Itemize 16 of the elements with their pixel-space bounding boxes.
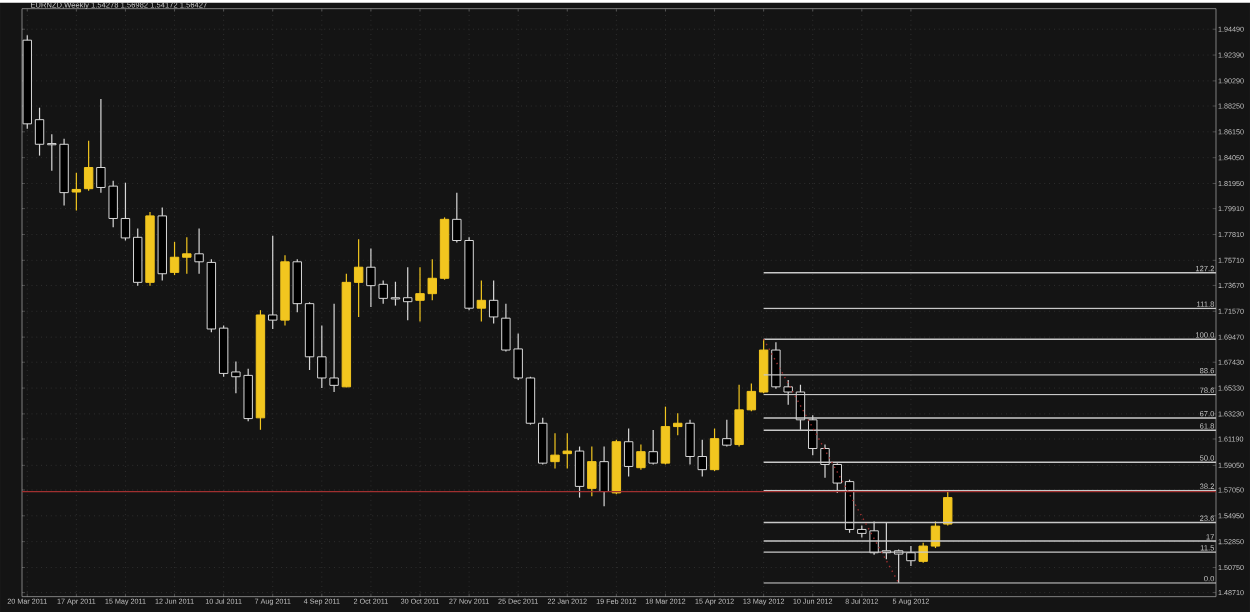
candlestick: [636, 443, 646, 470]
candlestick: [476, 279, 487, 322]
candlestick: [194, 227, 204, 275]
candlestick: [562, 432, 572, 469]
candlestick: [574, 445, 585, 498]
candlestick: [268, 234, 278, 330]
candlestick: [709, 427, 720, 472]
candlestick: [71, 171, 82, 211]
candlestick: [550, 432, 560, 469]
candlestick: [722, 418, 732, 447]
candlestick: [587, 445, 597, 497]
candlestick: [623, 427, 634, 477]
candlestick: [599, 445, 609, 507]
candlestick: [648, 428, 658, 465]
candlestick: [83, 139, 94, 191]
candlestick: [488, 279, 499, 324]
